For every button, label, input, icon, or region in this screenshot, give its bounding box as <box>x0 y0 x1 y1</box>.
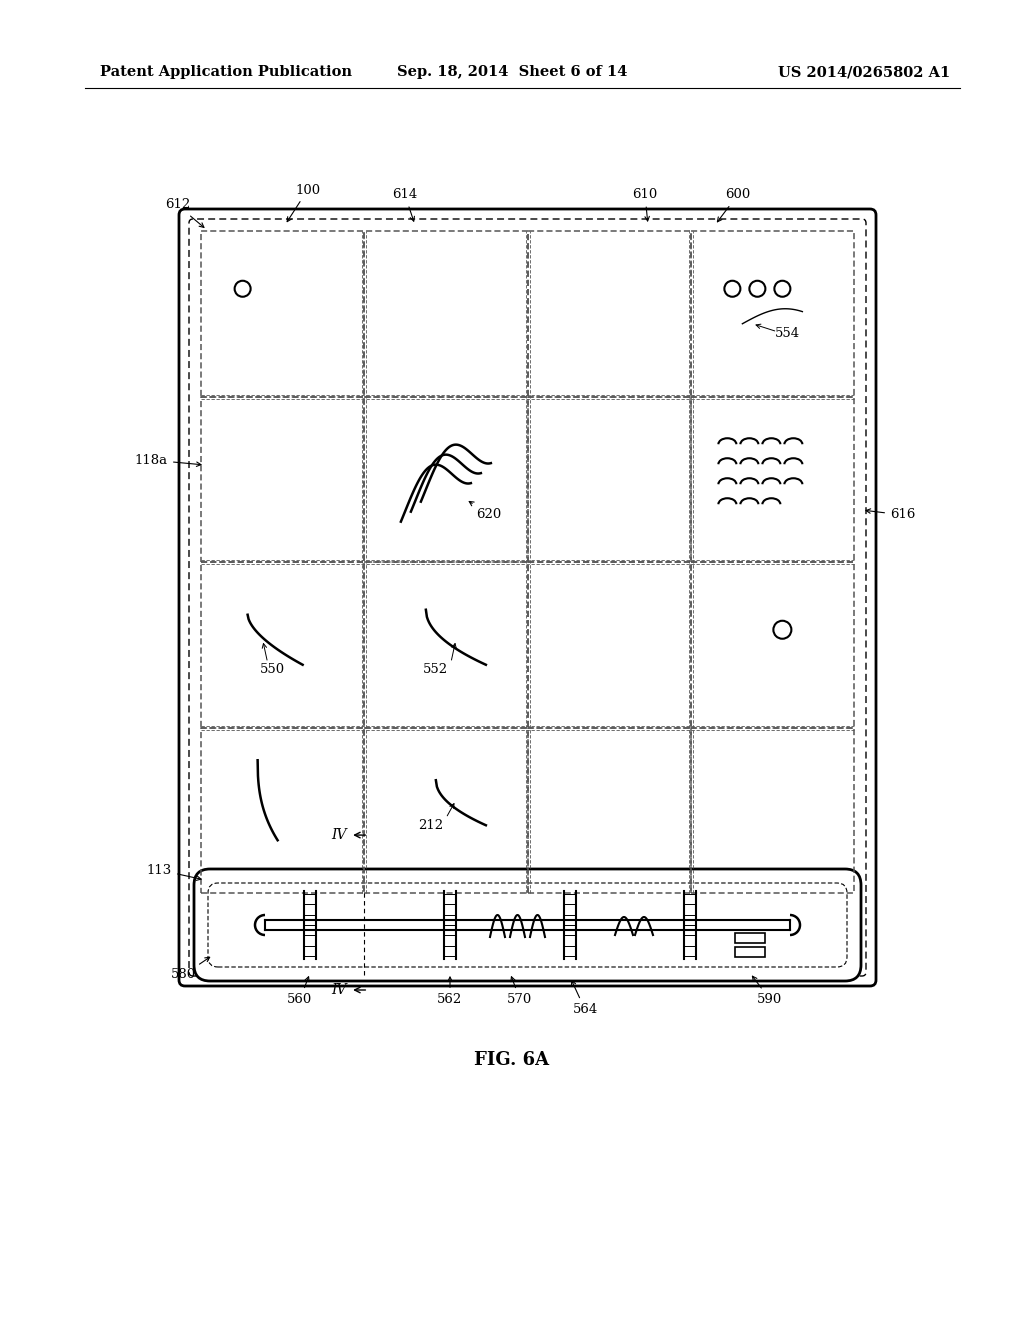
Text: IV: IV <box>331 983 346 997</box>
Text: 118a: 118a <box>135 454 201 466</box>
Text: 612: 612 <box>165 198 204 227</box>
Bar <box>527 231 691 396</box>
Bar <box>691 562 854 727</box>
Text: Patent Application Publication: Patent Application Publication <box>100 65 352 79</box>
Bar <box>691 231 854 396</box>
Bar <box>201 231 365 396</box>
Bar <box>201 396 365 562</box>
Bar <box>735 946 765 957</box>
Bar <box>691 396 854 562</box>
Bar <box>365 396 527 562</box>
Bar <box>691 727 854 894</box>
Text: 554: 554 <box>775 327 800 341</box>
Bar <box>365 727 527 894</box>
Bar <box>527 727 691 894</box>
Bar <box>201 727 365 894</box>
Text: 550: 550 <box>260 663 286 676</box>
Text: 614: 614 <box>392 189 418 222</box>
Text: 590: 590 <box>753 977 782 1006</box>
Text: IV: IV <box>331 828 346 842</box>
Text: 620: 620 <box>469 502 501 521</box>
Bar <box>527 396 691 562</box>
Text: 100: 100 <box>287 183 321 222</box>
Bar <box>201 562 365 727</box>
Text: 212: 212 <box>419 818 443 832</box>
Text: 616: 616 <box>866 508 915 521</box>
Text: 564: 564 <box>571 981 598 1016</box>
Text: 562: 562 <box>437 977 463 1006</box>
Text: 570: 570 <box>507 977 532 1006</box>
FancyBboxPatch shape <box>179 209 876 986</box>
Text: US 2014/0265802 A1: US 2014/0265802 A1 <box>778 65 950 79</box>
Text: FIG. 6A: FIG. 6A <box>474 1051 550 1069</box>
Text: 560: 560 <box>288 977 312 1006</box>
Text: 113: 113 <box>146 863 201 880</box>
FancyBboxPatch shape <box>208 883 847 968</box>
Bar <box>527 562 691 727</box>
Text: Sep. 18, 2014  Sheet 6 of 14: Sep. 18, 2014 Sheet 6 of 14 <box>397 65 627 79</box>
Bar <box>365 562 527 727</box>
Text: 610: 610 <box>633 189 657 220</box>
FancyBboxPatch shape <box>194 869 861 981</box>
Bar <box>735 933 765 942</box>
Text: 580: 580 <box>171 957 210 982</box>
Bar <box>365 231 527 396</box>
Text: 552: 552 <box>423 663 449 676</box>
Text: 600: 600 <box>718 189 751 222</box>
